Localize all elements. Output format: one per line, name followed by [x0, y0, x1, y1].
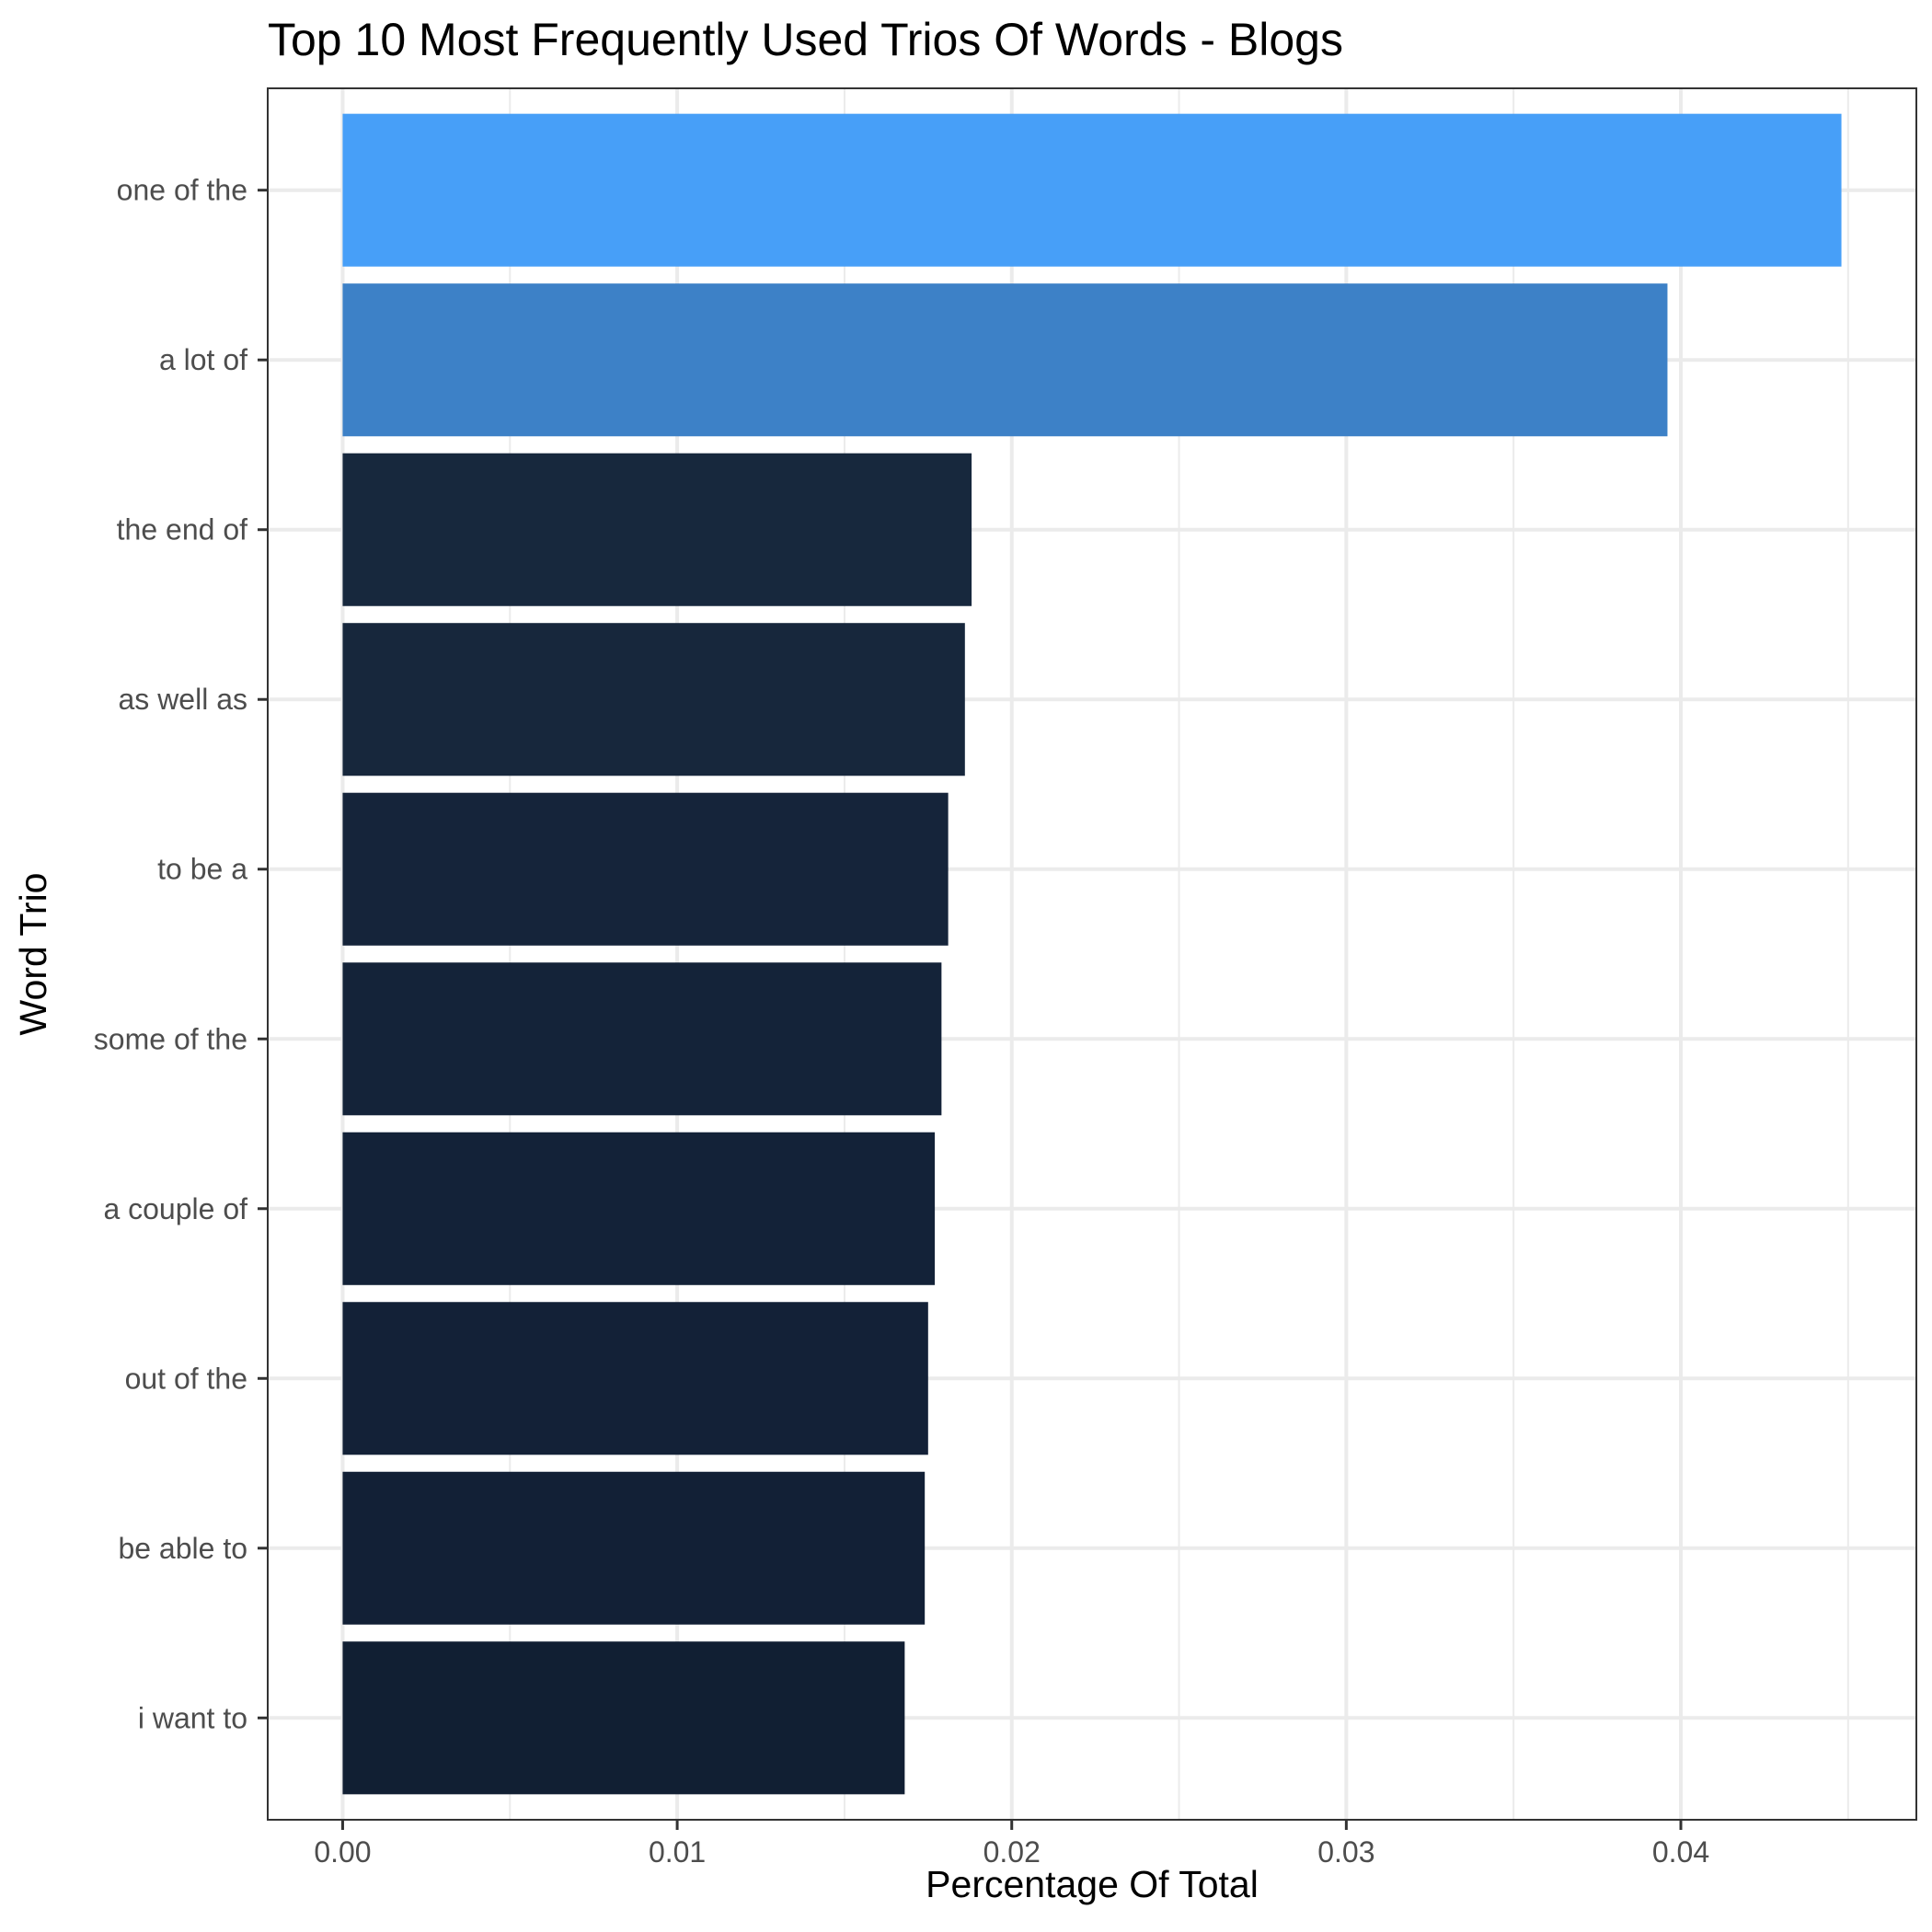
bar-a-couple-of	[342, 1132, 936, 1285]
bars	[342, 113, 1842, 1795]
y-tick-label: i want to	[138, 1701, 247, 1734]
chart-title: Top 10 Most Frequently Used Trios Of Wor…	[268, 14, 1343, 65]
x-tick-label: 0.00	[314, 1835, 371, 1869]
bar-some-of-the	[342, 962, 942, 1116]
x-tick-label: 0.01	[649, 1835, 706, 1869]
x-axis: 0.00 0.01 0.02 0.03 0.04	[314, 1820, 1709, 1869]
panel-border	[267, 87, 1917, 1821]
y-tick-label: a lot of	[159, 343, 247, 376]
x-tick-label: 0.02	[983, 1835, 1041, 1869]
bar-the-end-of	[342, 453, 972, 606]
y-tick-label: the end of	[117, 513, 247, 546]
y-tick-label: as well as	[119, 683, 248, 716]
y-tick-label: one of the	[117, 174, 247, 207]
x-axis-title: Percentage Of Total	[926, 1863, 1259, 1905]
panel-border-rect	[267, 87, 1917, 1821]
y-tick-label: some of the	[94, 1022, 247, 1055]
y-axis: one of the a lot of the end of as well as to…	[94, 174, 268, 1734]
bar-as-well-as	[342, 623, 965, 776]
bar-one-of-the	[342, 113, 1842, 267]
x-tick-label: 0.03	[1317, 1835, 1374, 1869]
x-tick-label: 0.04	[1652, 1835, 1709, 1869]
bar-i-want-to	[342, 1641, 905, 1795]
bar-be-able-to	[342, 1471, 926, 1625]
bar-to-be-a	[342, 792, 949, 946]
y-axis-title: Word Trio	[12, 873, 54, 1036]
y-tick-label: out of the	[125, 1362, 247, 1395]
bar-out-of-the	[342, 1302, 928, 1455]
y-tick-label: a couple of	[103, 1192, 247, 1225]
bar-a-lot-of	[342, 283, 1668, 437]
y-tick-label: be able to	[118, 1532, 247, 1565]
y-tick-label: to be a	[157, 853, 247, 886]
